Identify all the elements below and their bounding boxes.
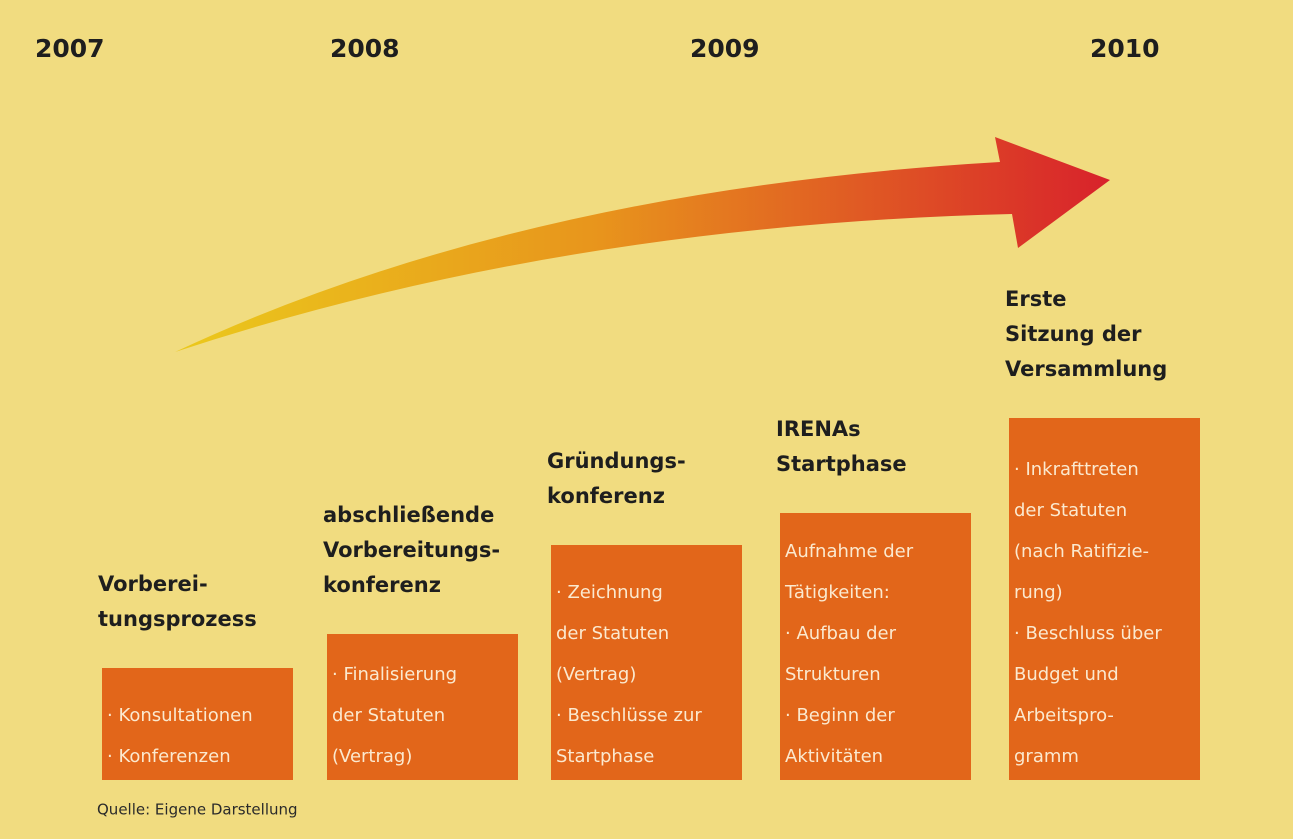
- stage-item: Aufnahme der: [785, 541, 914, 562]
- stage-item: · Inkrafttreten: [1014, 459, 1139, 480]
- year-label: 2010: [1090, 34, 1160, 63]
- stage-item: (Vertrag): [556, 664, 636, 685]
- stage-box: [780, 513, 971, 780]
- stage-title: konferenz: [323, 573, 441, 597]
- stage-item: · Beschlüsse zur: [556, 705, 702, 726]
- stage-title: IRENAs: [776, 417, 861, 441]
- stage-item: · Finalisierung: [332, 664, 457, 685]
- stage-item: · Beginn der: [785, 705, 895, 726]
- stage-item: Arbeitspro-: [1014, 705, 1114, 726]
- stage-item: Tätigkeiten:: [784, 582, 890, 603]
- stage-box: [102, 668, 293, 780]
- stage-title: Versammlung: [1005, 357, 1167, 381]
- stage-item: Aktivitäten: [785, 746, 883, 767]
- stage-item: Budget und: [1014, 664, 1119, 685]
- stage-title: abschließende: [323, 503, 494, 527]
- year-label: 2009: [690, 34, 760, 63]
- stage-box: [327, 634, 518, 780]
- year-label: 2008: [330, 34, 400, 63]
- year-label: 2007: [35, 34, 105, 63]
- stage-item: Startphase: [556, 746, 654, 767]
- stage-item: · Aufbau der: [785, 623, 897, 644]
- stage-item: gramm: [1014, 746, 1079, 767]
- stage-item: · Konsultationen: [107, 705, 253, 726]
- stage-item: · Beschluss über: [1014, 623, 1162, 644]
- timeline-arrow: [175, 137, 1110, 352]
- stage-title: Erste: [1005, 287, 1066, 311]
- stage-item: der Statuten: [556, 623, 669, 644]
- stage-title: konferenz: [547, 484, 665, 508]
- stage-item: der Statuten: [1014, 500, 1127, 521]
- stage-item: · Zeichnung: [556, 582, 663, 603]
- stage-item: rung): [1014, 582, 1063, 603]
- source-note: Quelle: Eigene Darstellung: [97, 801, 298, 819]
- stage-item: (Vertrag): [332, 746, 412, 767]
- stage-item: · Konferenzen: [107, 746, 231, 767]
- stage-box: [1009, 418, 1200, 780]
- stage-item: (nach Ratifizie-: [1014, 541, 1149, 562]
- content: 2007 2008 2009 2010 Vorberei-tungsprozess · K…: [35, 34, 1200, 819]
- stage-title: Startphase: [776, 452, 907, 476]
- stage-box: [551, 545, 742, 780]
- stage-title: Gründungs-: [547, 449, 686, 473]
- stage-title: Sitzung der: [1005, 322, 1142, 346]
- stage-title: Vorbereitungs-: [323, 538, 500, 562]
- stage-title: Vorberei-: [98, 572, 208, 596]
- stage-item: der Statuten: [332, 705, 445, 726]
- stage-title: tungsprozess: [98, 607, 257, 631]
- stage-item: Strukturen: [785, 664, 881, 685]
